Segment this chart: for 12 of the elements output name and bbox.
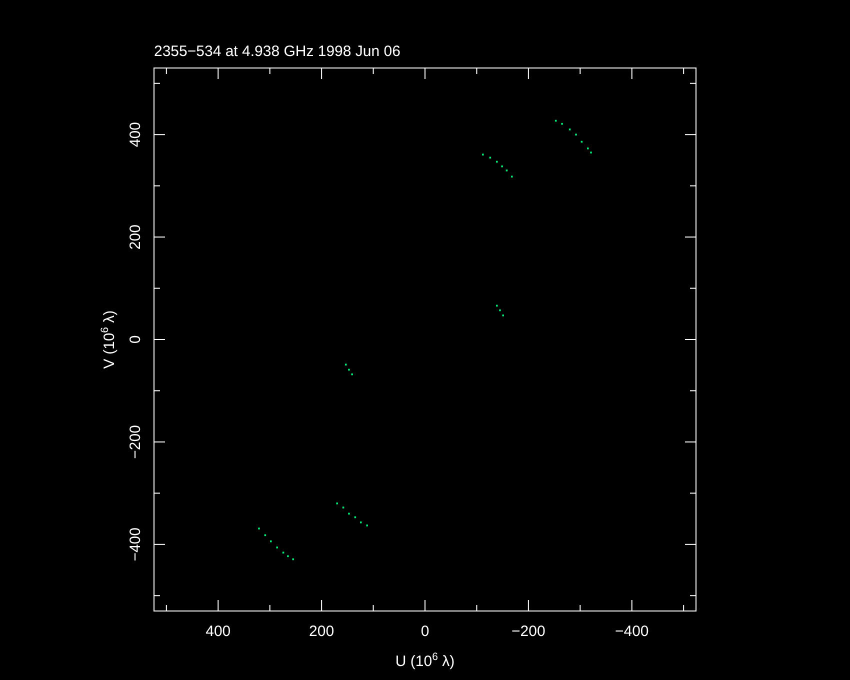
y-tick-label: −400 [127, 528, 144, 562]
x-tick-label: 0 [420, 623, 430, 640]
x-tick-label: −200 [512, 623, 546, 640]
y-tick-label: 0 [127, 335, 144, 344]
x-tick-label: 200 [309, 623, 334, 640]
chart-title: 2355−534 at 4.938 GHz 1998 Jun 06 [154, 43, 400, 60]
x-tick-label: 400 [206, 623, 231, 640]
y-tick-label: 200 [127, 224, 144, 250]
y-tick-label: −200 [127, 425, 144, 459]
x-tick-label: −400 [614, 623, 649, 640]
x-axis-title: U (10$^{6}$ λ) [395, 651, 455, 670]
y-tick-label: 400 [127, 122, 144, 148]
